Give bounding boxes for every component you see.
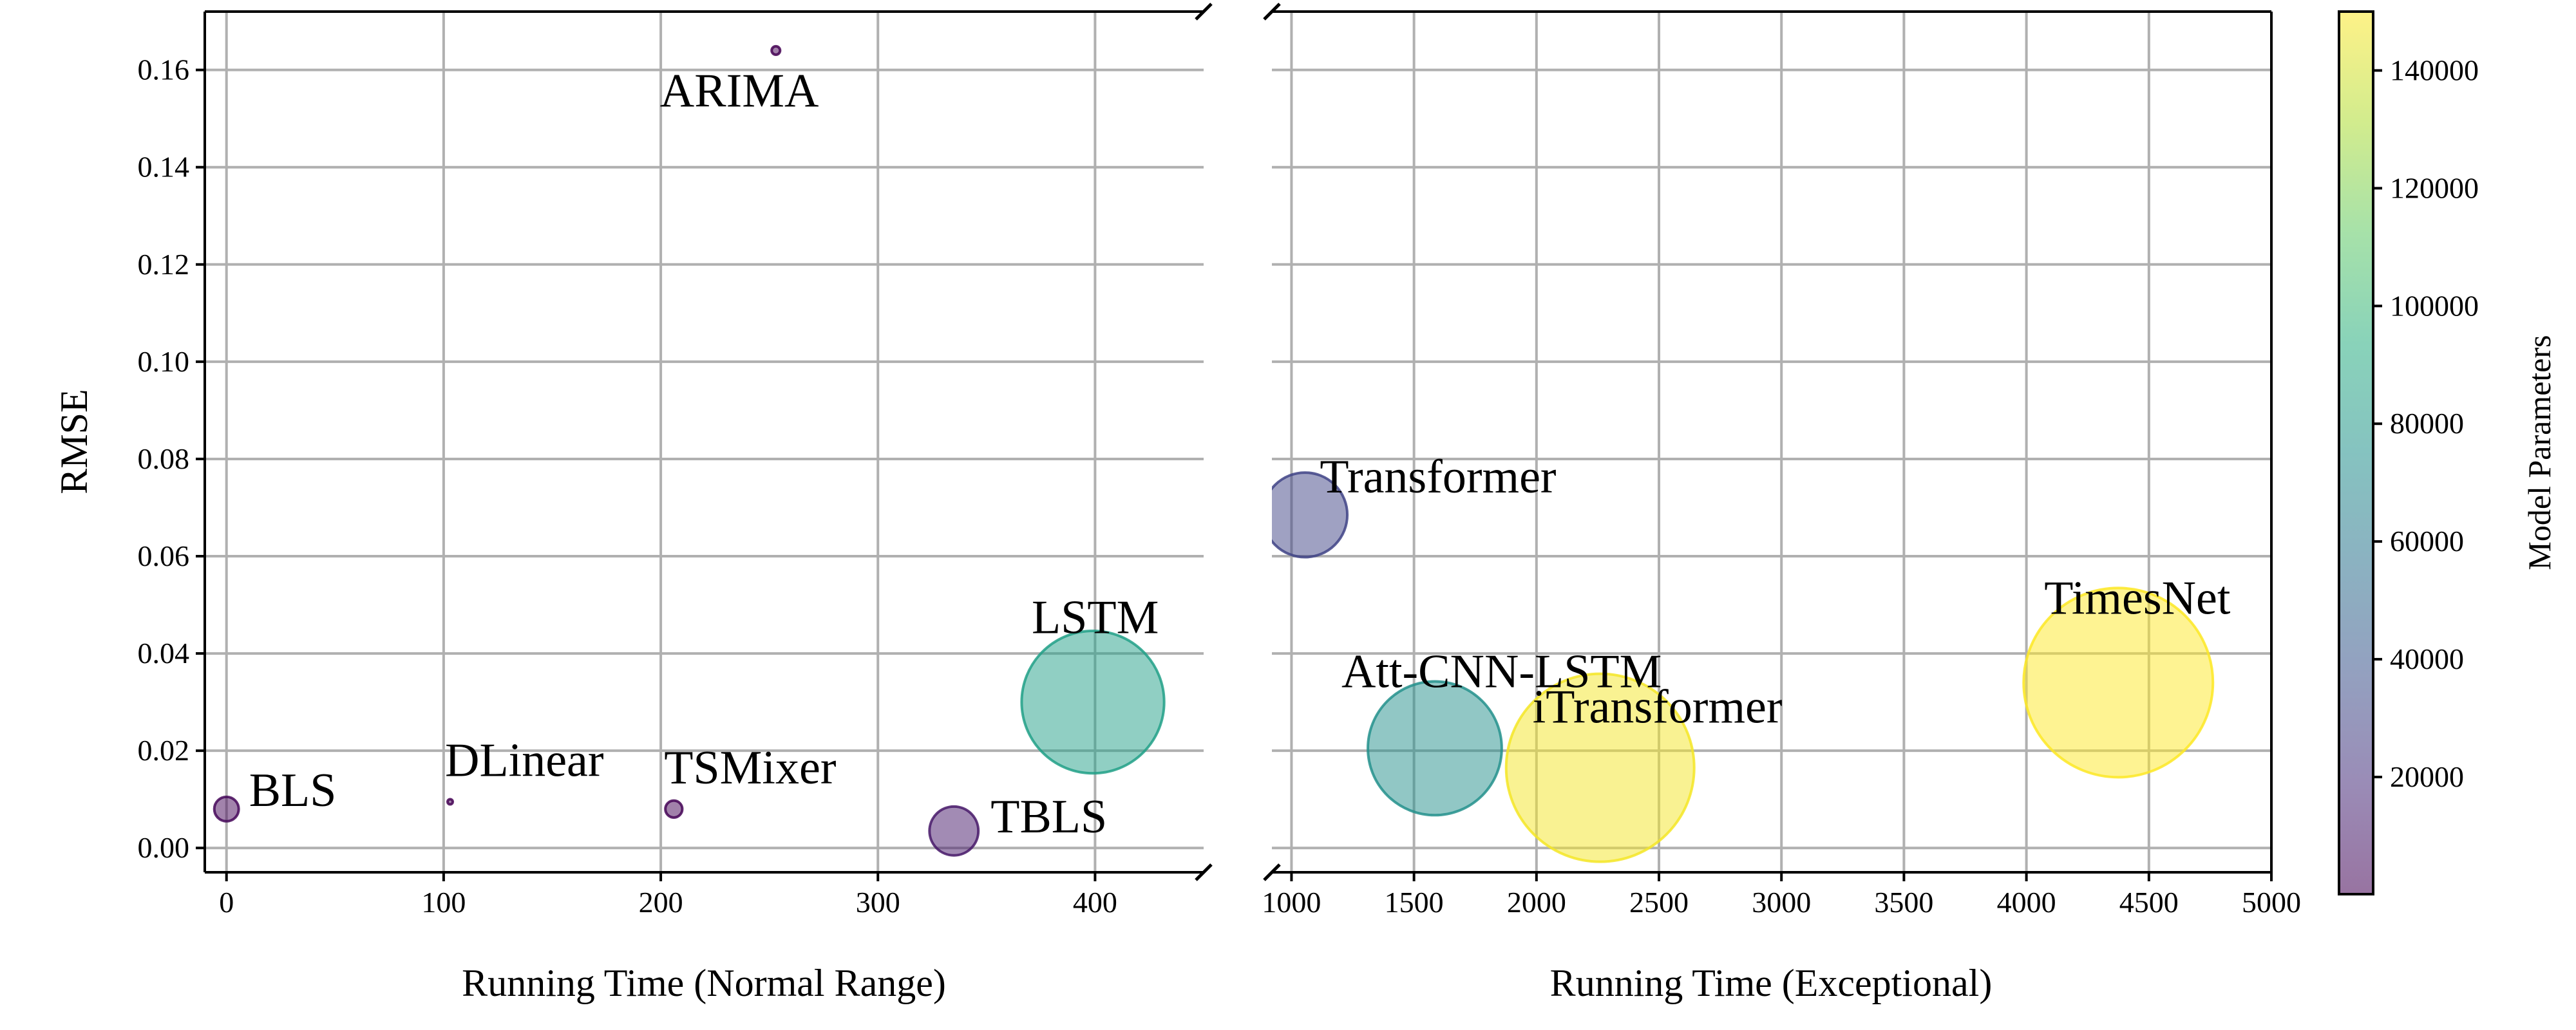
bubble-label: BLS	[249, 764, 337, 817]
colorbar-tick-label: 40000	[2390, 642, 2464, 675]
bubble-label: ARIMA	[660, 64, 819, 117]
bubble-label: Att-CNN-LSTM	[1341, 645, 1662, 698]
bubble-transformer	[1272, 471, 1349, 559]
axis-break-mark	[1195, 863, 1213, 881]
axis-break-mark	[1263, 863, 1281, 881]
bubble-att-cnn-lstm	[1367, 680, 1503, 817]
y-tick-label: 0.14	[138, 151, 190, 183]
x-tick-label: 3000	[1752, 886, 1811, 919]
x-tick-label: 4000	[1997, 886, 2056, 919]
colorbar-tick-label: 120000	[2390, 171, 2479, 204]
x-tick-label: 3500	[1874, 886, 1933, 919]
bubble-bls	[213, 795, 240, 823]
colorbar-tick-label: 20000	[2390, 760, 2464, 793]
x-tick-label: 1500	[1385, 886, 1444, 919]
bubble-label: TBLS	[990, 791, 1107, 843]
x-tick-label: 5000	[2242, 886, 2301, 919]
colorbar-gradient	[2338, 10, 2374, 895]
colorbar-tick-label: 80000	[2390, 407, 2464, 440]
colorbar-tick-label: 60000	[2390, 525, 2464, 557]
panel-normal-range: 0.00 0.02 0.04 0.06 0.08 0.10 0.12 0.14 0.16 0 100…	[138, 3, 1213, 919]
y-tick-label: 0.12	[138, 248, 190, 281]
y-tick-label: 0.16	[138, 53, 190, 86]
bubble-layer	[213, 44, 1166, 857]
x-axis-title-normal: Running Time (Normal Range)	[462, 962, 946, 1004]
x-tick-label: 0	[219, 886, 234, 919]
bubble-arima	[770, 44, 782, 57]
bubble-label: DLinear	[445, 734, 604, 787]
x-tick-label: 2000	[1507, 886, 1566, 919]
bubble-label: iTransformer	[1533, 681, 1783, 734]
x-axis-title-exceptional: Running Time (Exceptional)	[1550, 962, 1993, 1004]
colorbar-tick-label: 100000	[2390, 289, 2479, 322]
bubble-label: LSTM	[1032, 592, 1159, 644]
bubble-label: Transformer	[1320, 451, 1556, 503]
y-axis-title: RMSE	[53, 389, 95, 494]
y-tick-label: 0.06	[138, 539, 190, 572]
bubble-layer	[1272, 471, 2215, 863]
bubble-dlinear	[446, 798, 455, 806]
x-tick-label: 100	[421, 886, 466, 919]
y-tick-label: 0.00	[138, 831, 190, 864]
y-tick-label: 0.08	[138, 442, 190, 475]
x-tick-label: 300	[856, 886, 900, 919]
bubble-timesnet	[2022, 586, 2215, 779]
y-tick-label: 0.04	[138, 637, 190, 670]
colorbar: 20000 40000 60000 80000 100000 120000 140000 M…	[2338, 10, 2557, 895]
x-tick-label: 1000	[1262, 886, 1321, 919]
bubble-label: TSMixer	[664, 742, 836, 794]
y-tick-label: 0.02	[138, 734, 190, 767]
bubble-label: TimesNet	[2044, 572, 2231, 624]
bubble-itransformer	[1504, 672, 1696, 863]
axis-break-mark	[1195, 3, 1213, 21]
colorbar-title: Model Parameters	[2521, 335, 2557, 570]
y-tick-label: 0.10	[138, 345, 190, 378]
x-tick-label: 4500	[2119, 886, 2179, 919]
bubble-lstm	[1020, 629, 1166, 775]
panel-exceptional: 1000 1500 2000 2500 3000 3500 4000 4500 5000 Tran…	[1262, 3, 2301, 919]
bubble-tbls	[928, 805, 980, 857]
colorbar-tick-label: 140000	[2390, 53, 2479, 86]
x-tick-label: 2500	[1629, 886, 1689, 919]
x-tick-label: 400	[1073, 886, 1117, 919]
x-tick-label: 200	[639, 886, 683, 919]
axis-break-mark	[1263, 3, 1281, 21]
bubble-tsmixer	[664, 799, 684, 819]
